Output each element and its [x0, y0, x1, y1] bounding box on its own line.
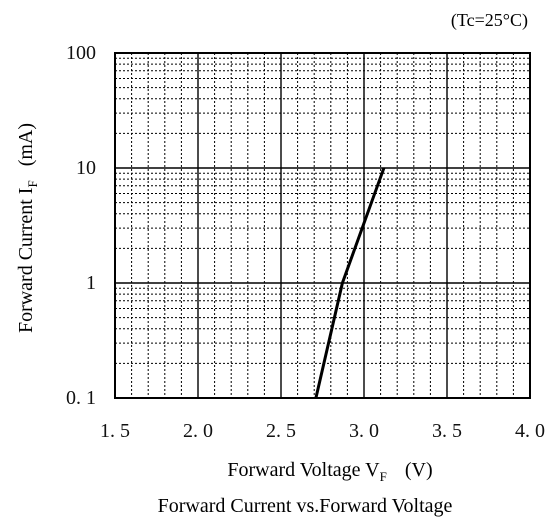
y-axis-ticks: 0. 1 1 10 100	[66, 42, 96, 409]
y-tick-label: 1	[86, 272, 96, 294]
x-tick-label: 2. 0	[183, 420, 213, 442]
y-axis-label-text: Forward Current I	[15, 188, 37, 334]
x-axis-ticks: 1. 5 2. 0 2. 5 3. 0 3. 5 4. 0	[100, 420, 545, 442]
x-axis-label: Forward Voltage VF (V)	[227, 459, 432, 484]
y-axis-label-subscript: F	[25, 180, 40, 187]
x-axis-label-text: Forward Voltage V	[227, 459, 380, 481]
y-tick-label: 0. 1	[66, 387, 96, 409]
x-tick-label: 3. 0	[349, 420, 379, 442]
x-tick-label: 2. 5	[266, 420, 296, 442]
x-axis-label-subscript: F	[380, 469, 387, 484]
grid	[115, 53, 530, 398]
x-axis-label-unit: (V)	[405, 459, 433, 481]
x-tick-label: 3. 5	[432, 420, 462, 442]
condition-label: (Tc=25°C)	[451, 10, 528, 31]
plot-frame	[114, 52, 531, 399]
y-tick-label: 100	[66, 42, 96, 64]
series-line	[314, 167, 386, 399]
series-layer	[314, 167, 386, 399]
y-axis-label-unit: (mA)	[15, 123, 37, 166]
x-tick-label: 1. 5	[100, 420, 130, 442]
x-tick-label: 4. 0	[515, 420, 545, 442]
chart-title: Forward Current vs.Forward Voltage	[158, 495, 453, 517]
y-axis-label: Forward Current IF (mA)	[15, 123, 40, 333]
y-tick-label: 10	[76, 157, 96, 179]
